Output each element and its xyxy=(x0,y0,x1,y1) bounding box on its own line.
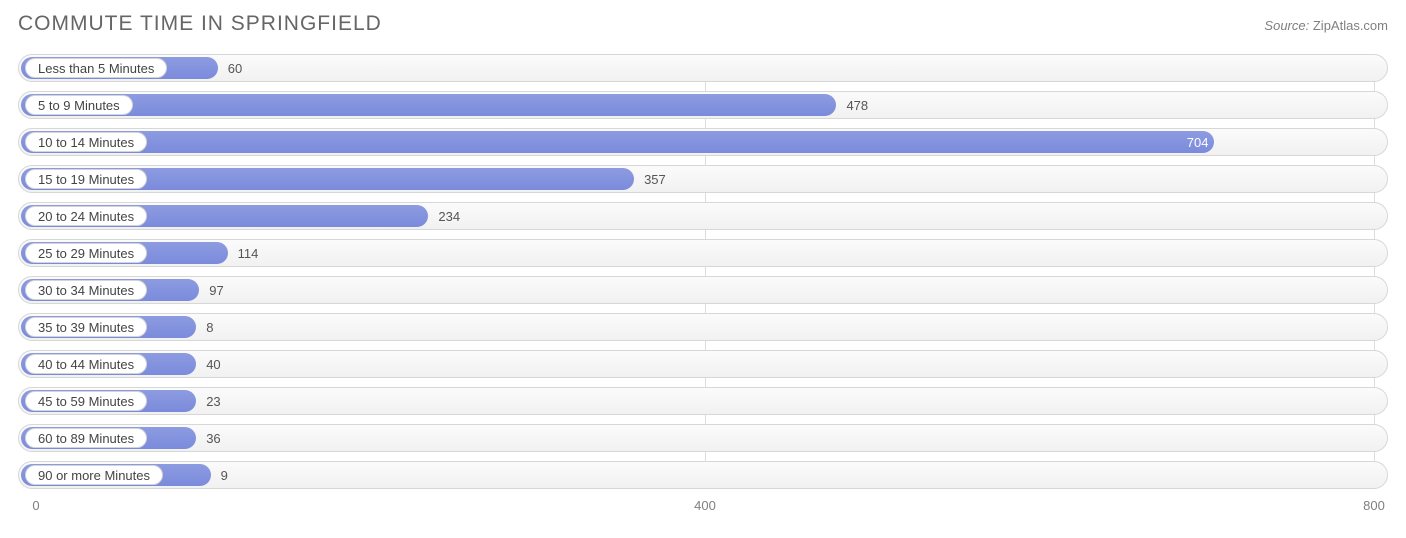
category-pill: 30 to 34 Minutes xyxy=(25,280,147,300)
value-label: 114 xyxy=(238,240,259,266)
chart-source: Source: ZipAtlas.com xyxy=(1264,18,1388,33)
value-label: 704 xyxy=(1187,129,1209,155)
value-label: 234 xyxy=(438,203,460,229)
bar xyxy=(21,131,1214,153)
category-pill: 60 to 89 Minutes xyxy=(25,428,147,448)
value-label: 357 xyxy=(644,166,666,192)
bar-row: 10 to 14 Minutes 704 xyxy=(18,128,1388,156)
bar-row: 40 to 44 Minutes 40 xyxy=(18,350,1388,378)
chart-title: COMMUTE TIME IN SPRINGFIELD xyxy=(18,12,382,36)
plot-area: Less than 5 Minutes 60 5 to 9 Minutes 478 10… xyxy=(18,54,1388,489)
bar-row: 30 to 34 Minutes 97 xyxy=(18,276,1388,304)
value-label: 60 xyxy=(228,55,242,81)
category-pill: Less than 5 Minutes xyxy=(25,58,167,78)
category-pill: 25 to 29 Minutes xyxy=(25,243,147,263)
x-tick-label: 800 xyxy=(1363,498,1385,513)
value-label: 8 xyxy=(206,314,213,340)
value-label: 9 xyxy=(221,462,228,488)
value-label: 478 xyxy=(846,92,868,118)
bar-row: 5 to 9 Minutes 478 xyxy=(18,91,1388,119)
bar-row: 15 to 19 Minutes 357 xyxy=(18,165,1388,193)
value-label: 97 xyxy=(209,277,223,303)
bar-row: 45 to 59 Minutes 23 xyxy=(18,387,1388,415)
bar-row: 90 or more Minutes 9 xyxy=(18,461,1388,489)
bar-row: 20 to 24 Minutes 234 xyxy=(18,202,1388,230)
bar-row: 60 to 89 Minutes 36 xyxy=(18,424,1388,452)
value-label: 40 xyxy=(206,351,220,377)
category-pill: 45 to 59 Minutes xyxy=(25,391,147,411)
commute-time-chart: Less than 5 Minutes 60 5 to 9 Minutes 478 10… xyxy=(18,54,1388,520)
category-pill: 20 to 24 Minutes xyxy=(25,206,147,226)
bar-row: 35 to 39 Minutes 8 xyxy=(18,313,1388,341)
source-label: Source: xyxy=(1264,18,1309,33)
category-pill: 90 or more Minutes xyxy=(25,465,163,485)
bar-row: Less than 5 Minutes 60 xyxy=(18,54,1388,82)
category-pill: 5 to 9 Minutes xyxy=(25,95,133,115)
value-label: 23 xyxy=(206,388,220,414)
bar-row: 25 to 29 Minutes 114 xyxy=(18,239,1388,267)
category-pill: 10 to 14 Minutes xyxy=(25,132,147,152)
category-pill: 40 to 44 Minutes xyxy=(25,354,147,374)
value-label: 36 xyxy=(206,425,220,451)
bar xyxy=(21,94,836,116)
x-axis: 0 400 800 xyxy=(18,498,1388,520)
x-tick-label: 0 xyxy=(32,498,39,513)
chart-header: COMMUTE TIME IN SPRINGFIELD Source: ZipA… xyxy=(18,12,1388,36)
category-pill: 15 to 19 Minutes xyxy=(25,169,147,189)
category-pill: 35 to 39 Minutes xyxy=(25,317,147,337)
x-tick-label: 400 xyxy=(694,498,716,513)
source-value: ZipAtlas.com xyxy=(1313,18,1388,33)
